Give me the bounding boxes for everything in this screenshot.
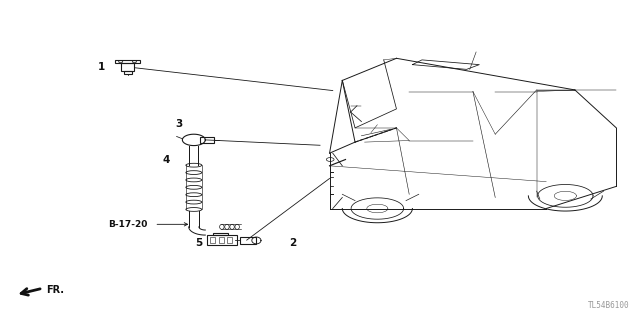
Text: FR.: FR. (46, 285, 64, 295)
Text: 2: 2 (289, 238, 297, 248)
Text: B-17-20: B-17-20 (108, 220, 148, 229)
Text: 1: 1 (97, 62, 104, 72)
Text: 3: 3 (175, 119, 183, 129)
Text: 4: 4 (163, 154, 170, 165)
Text: 5: 5 (195, 238, 203, 248)
Text: TL54B6100: TL54B6100 (588, 301, 629, 310)
